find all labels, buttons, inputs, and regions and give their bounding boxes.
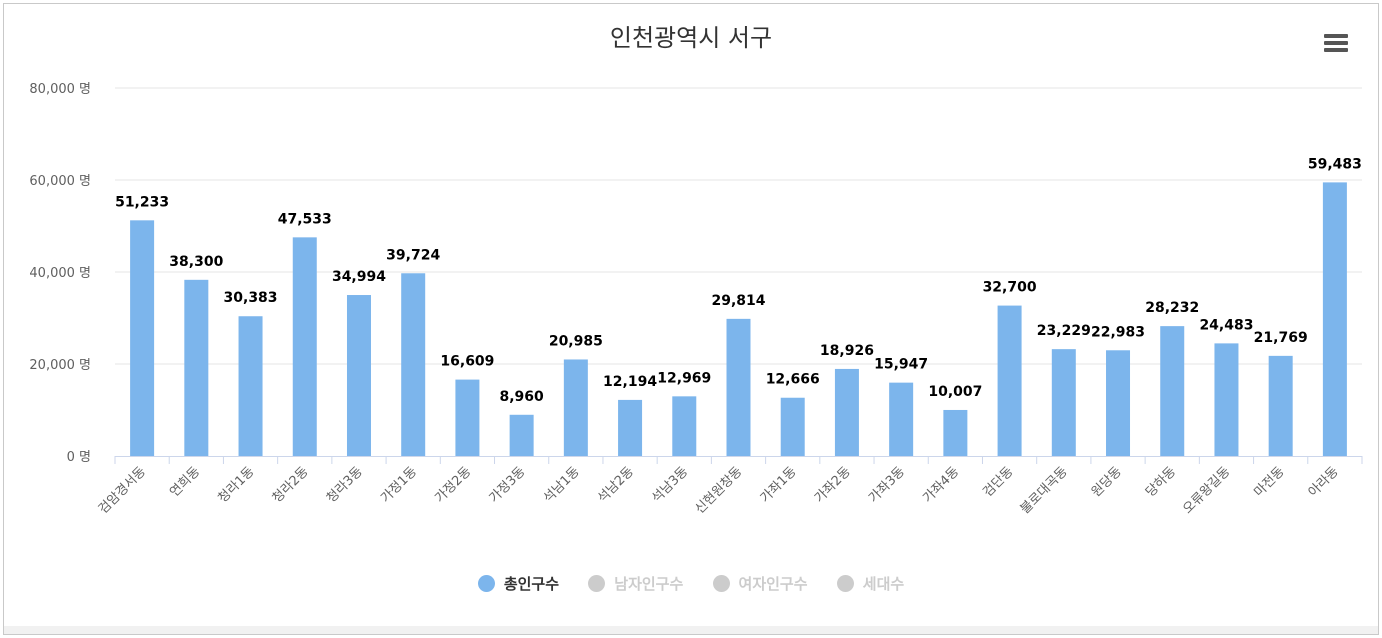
data-label: 59,483 xyxy=(1308,156,1362,172)
legend-label: 총인구수 xyxy=(503,575,560,593)
x-tick-label: 아라동 xyxy=(1306,464,1342,500)
legend-dot-icon xyxy=(477,575,495,592)
y-tick-label: 0 명 xyxy=(67,450,91,465)
data-label: 34,994 xyxy=(332,269,386,285)
data-label: 30,383 xyxy=(224,290,278,306)
data-label: 20,985 xyxy=(549,333,603,349)
x-tick-label: 석남1동 xyxy=(541,464,583,506)
bar xyxy=(1106,350,1131,456)
x-tick-label: 석남3동 xyxy=(649,464,691,506)
x-tick-label: 청라2동 xyxy=(270,464,312,506)
bar xyxy=(943,409,968,456)
bar xyxy=(672,396,697,456)
x-tick-label: 오류왕길동 xyxy=(1180,464,1233,517)
bar xyxy=(455,379,480,456)
bar xyxy=(292,237,317,456)
data-label: 15,947 xyxy=(874,357,928,373)
chart-title: 인천광역시 서구 xyxy=(609,24,773,52)
bar xyxy=(780,397,805,456)
chart-container: 인천광역시 서구 0 명 20,000 명 40,000 명 60,000 명 80,0… xyxy=(3,3,1379,635)
x-tick-label: 신현원창동 xyxy=(692,464,745,517)
data-label: 28,232 xyxy=(1145,300,1199,316)
x-tick-label: 검암경서동 xyxy=(96,464,149,517)
legend-item-female[interactable]: 여자인구수 xyxy=(712,573,808,594)
x-tick-label: 가정3동 xyxy=(487,464,529,506)
x-tick-label: 가좌2동 xyxy=(812,464,854,506)
bottom-strip xyxy=(4,626,1378,634)
data-label: 38,300 xyxy=(169,254,223,270)
data-label: 24,483 xyxy=(1199,317,1253,333)
data-label: 10,007 xyxy=(928,384,982,400)
data-label: 12,666 xyxy=(766,372,820,388)
data-label: 47,533 xyxy=(278,211,332,227)
data-label: 22,983 xyxy=(1091,324,1145,340)
data-label: 29,814 xyxy=(711,293,765,309)
data-label: 16,609 xyxy=(440,354,494,370)
legend-item-male[interactable]: 남자인구수 xyxy=(588,573,683,594)
data-label: 18,926 xyxy=(820,343,874,359)
x-tick-label: 청라1동 xyxy=(216,464,258,506)
legend-label: 남자인구수 xyxy=(614,575,684,593)
x-tick-label: 청라3동 xyxy=(324,464,366,506)
chart-plot: 0 명 20,000 명 40,000 명 60,000 명 80,000 명 51,23… xyxy=(29,82,1363,517)
bar xyxy=(509,414,534,456)
legend-item-households[interactable]: 세대수 xyxy=(836,573,905,594)
x-tick-label: 가좌4동 xyxy=(920,464,962,506)
x-tick-label: 석남2동 xyxy=(595,464,637,506)
bar xyxy=(184,279,209,456)
bar xyxy=(618,399,643,456)
x-tick-label: 가정1동 xyxy=(378,464,420,506)
bar xyxy=(1322,182,1347,456)
bar xyxy=(726,318,751,456)
bar xyxy=(1160,326,1185,456)
data-label: 12,969 xyxy=(657,370,711,386)
x-tick-label: 마전동 xyxy=(1252,464,1288,500)
y-tick-label: 60,000 명 xyxy=(29,174,91,189)
x-tick-label: 불로대곡동 xyxy=(1018,464,1071,517)
bar xyxy=(1214,343,1239,456)
legend-dot-icon xyxy=(588,575,606,592)
bar xyxy=(1051,349,1076,456)
x-tick-label: 가좌3동 xyxy=(866,464,908,506)
legend-item-total[interactable]: 총인구수 xyxy=(477,573,560,594)
bar xyxy=(1268,355,1293,456)
y-tick-label: 20,000 명 xyxy=(29,358,91,373)
data-label: 21,769 xyxy=(1254,330,1308,346)
data-label: 23,229 xyxy=(1037,323,1091,339)
data-label: 12,194 xyxy=(603,374,657,390)
legend: 총인구수 남자인구수 여자인구수 세대수 xyxy=(4,573,1378,594)
bar xyxy=(130,220,155,456)
bar xyxy=(997,305,1022,456)
x-tick-label: 당하동 xyxy=(1143,464,1179,500)
y-tick-label: 80,000 명 xyxy=(29,82,91,97)
legend-label: 세대수 xyxy=(862,575,905,593)
x-tick-label: 검단동 xyxy=(980,464,1016,500)
bar xyxy=(346,295,371,456)
bar xyxy=(563,359,588,456)
legend-dot-icon xyxy=(836,575,854,592)
bar xyxy=(238,316,263,456)
data-label: 32,700 xyxy=(983,280,1037,296)
x-tick-label: 연희동 xyxy=(167,464,203,500)
bar xyxy=(401,273,426,456)
hamburger-menu-icon[interactable] xyxy=(1322,32,1350,54)
legend-dot-icon xyxy=(712,575,730,592)
x-tick-label: 원당동 xyxy=(1089,464,1125,500)
bar xyxy=(889,382,914,456)
bar xyxy=(834,368,859,456)
data-label: 39,724 xyxy=(386,247,440,263)
y-tick-label: 40,000 명 xyxy=(29,266,91,281)
x-tick-label: 가정2동 xyxy=(432,464,474,506)
legend-label: 여자인구수 xyxy=(738,575,808,593)
x-tick-label: 가좌1동 xyxy=(758,464,800,506)
data-label: 51,233 xyxy=(115,194,169,210)
data-label: 8,960 xyxy=(499,389,544,405)
